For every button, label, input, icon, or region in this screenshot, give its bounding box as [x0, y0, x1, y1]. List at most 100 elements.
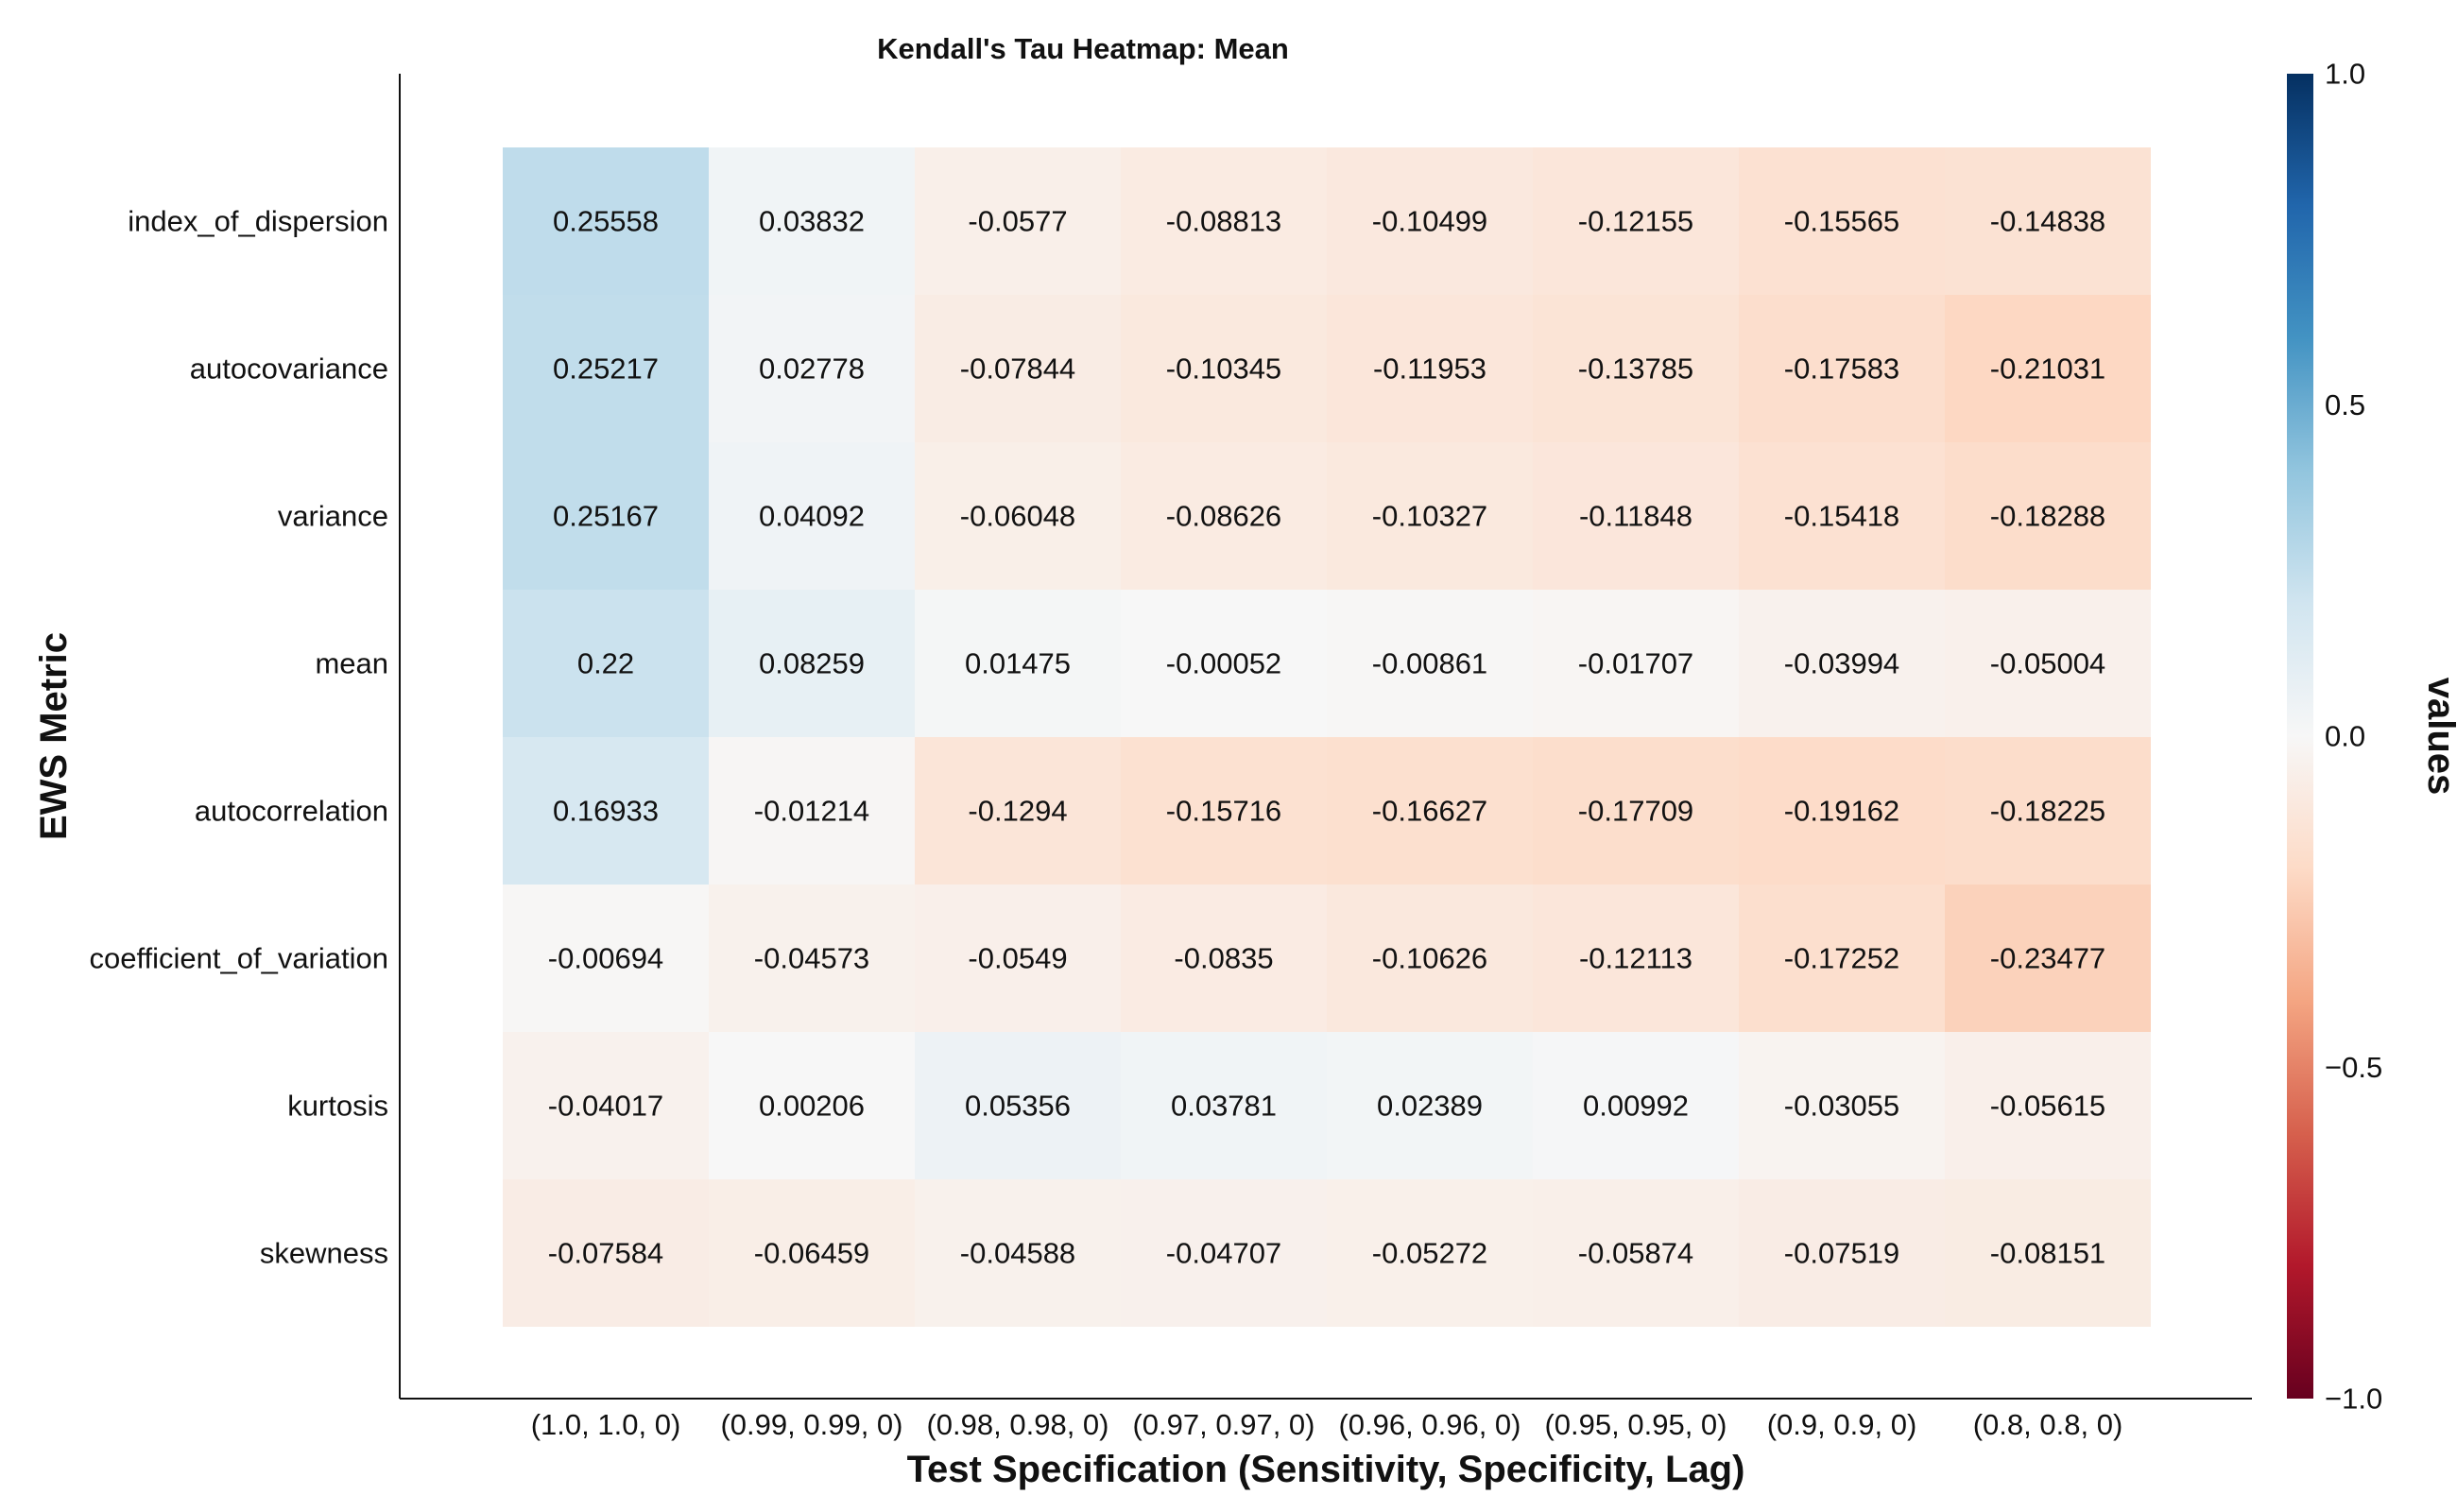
heatmap-cell [915, 590, 1121, 737]
colorbar-tick-label: 0.0 [2325, 720, 2365, 753]
cell-value-label: -0.0577 [968, 205, 1067, 238]
colorbar-tick-label: 0.5 [2325, 388, 2365, 421]
cell-value-label: 0.00206 [759, 1090, 865, 1123]
cell-value-label: 0.02389 [1377, 1090, 1483, 1123]
cell-value-label: -0.12155 [1578, 205, 1693, 238]
heatmap-cell [1945, 147, 2151, 295]
cell-value-label: -0.00861 [1372, 647, 1487, 680]
cell-value-label: -0.11953 [1373, 352, 1486, 386]
cell-value-label: -0.08151 [1990, 1237, 2105, 1270]
heatmap-cell [1945, 590, 2151, 737]
cell-value-label: 0.22 [577, 647, 634, 680]
cell-value-label: 0.03832 [759, 205, 865, 238]
cell-value-label: -0.06459 [754, 1237, 869, 1270]
cell-value-label: -0.10626 [1372, 942, 1487, 975]
cell-value-label: -0.08626 [1166, 500, 1281, 533]
heatmap-cell [1327, 885, 1533, 1032]
cell-value-label: -0.07519 [1784, 1237, 1899, 1270]
heatmap-cell [1121, 295, 1327, 442]
cell-value-label: -0.01214 [754, 795, 869, 828]
cell-value-label: -0.11848 [1579, 500, 1692, 533]
cell-value-label: -0.00052 [1166, 647, 1281, 680]
heatmap-cell [1121, 590, 1327, 737]
cell-value-label: -0.00694 [548, 942, 663, 975]
heatmap-cell [709, 1179, 915, 1327]
heatmap-cell [1739, 737, 1945, 885]
y-tick-label: variance [278, 500, 388, 533]
heatmap-cell [503, 737, 709, 885]
colorbar-tick-label: −0.5 [2325, 1051, 2382, 1084]
heatmap-cell [709, 590, 915, 737]
heatmap-cell [1327, 1032, 1533, 1179]
heatmap-cell [915, 147, 1121, 295]
x-tick-label: (0.96, 0.96, 0) [1338, 1408, 1521, 1441]
cell-value-label: 0.05356 [965, 1090, 1071, 1123]
heatmap-cell [709, 737, 915, 885]
heatmap-cell [1739, 442, 1945, 590]
heatmap-cell [915, 295, 1121, 442]
y-tick-label: index_of_dispersion [128, 205, 388, 238]
cell-value-label: 0.25558 [553, 205, 659, 238]
cell-value-label: -0.07584 [548, 1237, 663, 1270]
cell-value-label: -0.07844 [960, 352, 1075, 386]
cell-value-label: 0.25167 [553, 500, 659, 533]
cell-value-label: -0.03055 [1784, 1090, 1899, 1123]
cell-value-label: -0.08813 [1166, 205, 1281, 238]
cell-value-label: -0.12113 [1579, 942, 1692, 975]
heatmap-cell [1327, 1179, 1533, 1327]
heatmap-cell [1533, 295, 1739, 442]
heatmap-cell [1327, 590, 1533, 737]
heatmap-cell [1739, 885, 1945, 1032]
heatmap-cells [503, 147, 2151, 1327]
cell-value-label: -0.04573 [754, 942, 869, 975]
cell-value-label: 0.04092 [759, 500, 865, 533]
heatmap-cell [709, 442, 915, 590]
heatmap-cell [709, 1032, 915, 1179]
heatmap-cell [503, 1179, 709, 1327]
cell-value-label: -0.23477 [1990, 942, 2105, 975]
colorbar-tick-labels: 1.0 0.5 0.0 −0.5 −1.0 [2325, 58, 2382, 1416]
cell-value-label: 0.16933 [553, 795, 659, 828]
heatmap-cell [503, 295, 709, 442]
cell-value-label: -0.0835 [1174, 942, 1273, 975]
heatmap-cell [709, 295, 915, 442]
cell-value-label: -0.04588 [960, 1237, 1075, 1270]
heatmap-cell [1739, 147, 1945, 295]
heatmap-cell [1945, 295, 2151, 442]
heatmap-cell [503, 885, 709, 1032]
heatmap-cell [1945, 442, 2151, 590]
heatmap-cell [915, 442, 1121, 590]
heatmap-cell [503, 590, 709, 737]
heatmap-cell [1739, 590, 1945, 737]
heatmap-cell [1945, 1032, 2151, 1179]
x-tick-label: (0.9, 0.9, 0) [1767, 1408, 1917, 1441]
heatmap-cell [1945, 737, 2151, 885]
heatmap-cell [1121, 885, 1327, 1032]
y-axis-title: EWS Metric [33, 632, 75, 840]
heatmap-cell [1327, 442, 1533, 590]
heatmap-cell [1945, 1179, 2151, 1327]
cell-value-label: -0.04017 [548, 1090, 663, 1123]
cell-value-label: 0.01475 [965, 647, 1071, 680]
heatmap-cell [1327, 147, 1533, 295]
heatmap-cell [915, 1179, 1121, 1327]
x-tick-label: (0.99, 0.99, 0) [720, 1408, 902, 1441]
heatmap-cell [1121, 147, 1327, 295]
cell-value-label: -0.15565 [1784, 205, 1899, 238]
heatmap-cell [503, 442, 709, 590]
cell-value-label: 0.00992 [1583, 1090, 1689, 1123]
heatmap-cell [1327, 295, 1533, 442]
y-tick-label: autocorrelation [195, 795, 388, 828]
x-axis-title: Test Specification (Sensitivity, Specifi… [907, 1449, 1745, 1490]
cell-value-label: 0.02778 [759, 352, 865, 386]
heatmap-cell [709, 885, 915, 1032]
colorbar [2287, 74, 2313, 1399]
y-tick-label: autocovariance [190, 352, 388, 386]
cell-value-label: -0.10499 [1372, 205, 1487, 238]
cell-value-label: -0.05004 [1990, 647, 2105, 680]
heatmap-cell [1533, 1179, 1739, 1327]
heatmap-cell [1533, 147, 1739, 295]
heatmap-cell [1945, 885, 2151, 1032]
heatmap-cell [1533, 737, 1739, 885]
